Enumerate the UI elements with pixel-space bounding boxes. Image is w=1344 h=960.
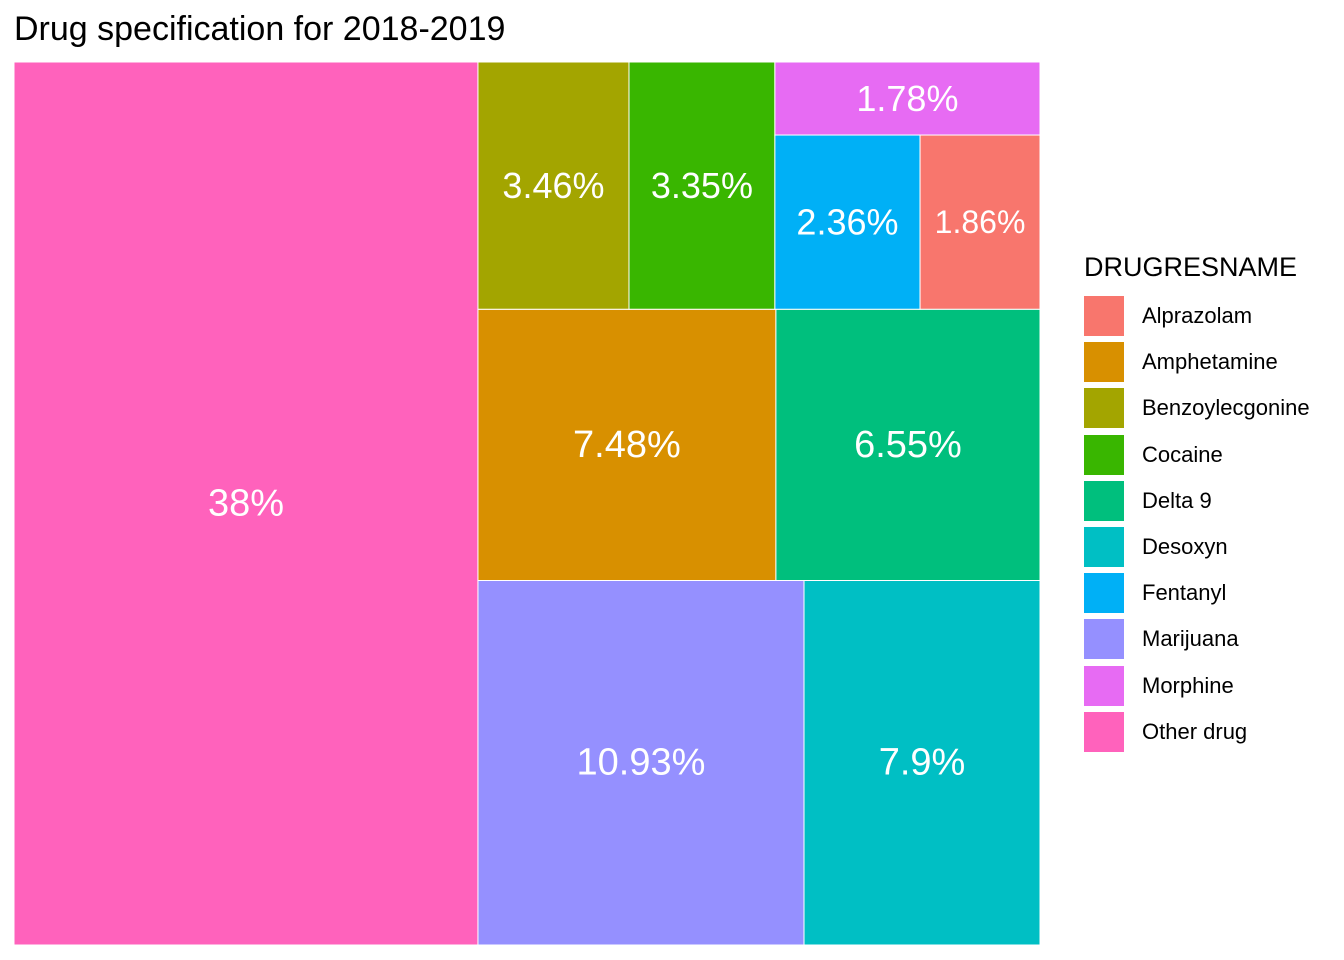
legend-item: Other drug [1084,709,1310,755]
legend-swatch [1084,619,1124,660]
tile-label-morphine: 1.78% [856,78,958,119]
legend-title: DRUGRESNAME [1084,252,1298,282]
tile-cocaine [628,62,776,310]
legend-label: Amphetamine [1142,349,1278,375]
tile-desoxyn [803,579,1040,945]
legend-swatch [1084,434,1124,475]
tile-label-desoxyn: 7.9% [879,742,966,784]
legend-items: Alprazolam Amphetamine Benzoylecgonine Coca… [1084,293,1310,755]
legend-swatch [1084,342,1124,383]
tile-morphine [774,62,1040,136]
legend-label: Cocaine [1142,441,1223,467]
legend-item: Morphine [1084,663,1310,709]
legend-label: Other drug [1142,718,1248,744]
tile-label-delta-9: 6.55% [854,424,962,466]
tile-amphetamine [477,308,777,581]
legend-swatch [1084,480,1124,521]
tile-other-drug [14,62,479,945]
legend-swatch [1084,573,1124,614]
tile-label-alprazolam: 1.86% [935,204,1026,240]
legend-item: Benzoylecgonine [1084,385,1310,431]
legend-swatch [1084,711,1124,752]
tile-label-benzoylecgonine: 3.46% [502,165,604,206]
tile-fentanyl [774,134,921,310]
legend-label: Desoxyn [1142,534,1228,560]
legend-swatch [1084,665,1124,706]
legend-item: Marijuana [1084,616,1310,662]
legend-swatch [1084,296,1124,337]
tile-label-other-drug: 38% [208,483,284,525]
legend-item: Fentanyl [1084,570,1310,616]
legend-swatch [1084,388,1124,429]
legend: DRUGRESNAME Alprazolam Amphetamine Benzoyl… [1084,252,1310,755]
legend-item: Desoxyn [1084,524,1310,570]
legend-item: Cocaine [1084,432,1310,478]
tile-label-cocaine: 3.35% [651,165,753,206]
legend-item: Alprazolam [1084,293,1310,339]
chart-title: Drug specification for 2018-2019 [14,10,506,48]
legend-label: Benzoylecgonine [1142,395,1310,421]
legend-item: Amphetamine [1084,339,1310,385]
tile-label-fentanyl: 2.36% [796,202,898,243]
tile-label-marijuana: 10.93% [577,742,706,784]
legend-label: Fentanyl [1142,580,1227,606]
legend-label: Alprazolam [1142,303,1253,329]
tile-marijuana [477,579,805,945]
legend-label: Morphine [1142,672,1234,698]
tile-alprazolam [919,134,1040,310]
tile-delta-9 [775,308,1040,581]
tile-label-amphetamine: 7.48% [573,424,681,466]
legend-swatch [1084,527,1124,568]
legend-label: Delta 9 [1142,487,1212,513]
treemap-chart: 38% 10.93% 7.9% 7.48% 6.55% 3.46% 3.35% 2.36% 1.… [14,62,1040,945]
legend-label: Marijuana [1142,626,1239,652]
legend-item: Delta 9 [1084,478,1310,524]
